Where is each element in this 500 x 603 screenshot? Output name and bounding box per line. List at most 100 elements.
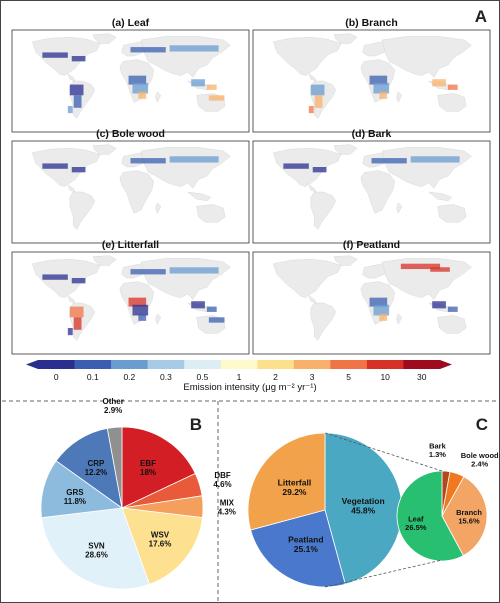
pie-slice (40, 460, 124, 519)
pie-slice-name: GRS (66, 488, 84, 497)
emission-hotspot (132, 82, 149, 94)
map-title: (b) Branch (345, 17, 398, 29)
emission-hotspot (312, 167, 327, 173)
colorbar-tick-label: 0.3 (160, 372, 172, 382)
emission-hotspot (138, 91, 147, 99)
colorbar-segment (293, 360, 331, 369)
colorbar-tick-label: 0.5 (197, 372, 209, 382)
map-panel: (d) Bark (252, 128, 491, 244)
map-grid: (a) Leaf (b) Branch (c) Bole wood (d) Bark (… (11, 17, 491, 355)
map-panel: (c) Bole wood (11, 128, 250, 244)
colorbar-segment (38, 360, 75, 369)
pie-slice-name: WSV (151, 530, 170, 539)
emission-hotspot (169, 156, 219, 163)
pie-slice-name: Other (102, 397, 123, 406)
emission-hotspot (371, 158, 407, 164)
emission-hotspot (71, 278, 86, 284)
pie-slice-name: Bark (429, 441, 447, 450)
map-title: (c) Bole wood (96, 128, 165, 140)
emission-hotspot (130, 158, 166, 164)
pie-slice-value: 2.4% (471, 459, 488, 468)
colorbar-segment (403, 360, 441, 369)
connector-line-top (324, 432, 443, 472)
pie-slice (396, 470, 464, 562)
colorbar-segment (330, 360, 368, 369)
pie-slice-value: 1.3% (429, 450, 446, 459)
colorbar-segment (257, 360, 295, 369)
pie-slice-value: 11.8% (64, 497, 86, 506)
colorbar-segment (74, 360, 112, 369)
emission-hotspot (71, 167, 86, 173)
pie-slice-name: CRP (88, 459, 106, 468)
emission-hotspot (447, 84, 458, 90)
pie-slice (106, 426, 123, 509)
emission-hotspot (73, 317, 82, 330)
emission-hotspot (42, 274, 68, 280)
panel-label-b: B (190, 415, 202, 434)
pie-slice-name: MIX (220, 498, 235, 507)
emission-hotspot (373, 304, 390, 316)
pie-slice-value: 28.6% (85, 550, 108, 559)
map-panel: (e) Litterfall (11, 239, 250, 355)
emission-hotspot (42, 163, 68, 169)
colorbar-segment (111, 360, 148, 369)
emission-hotspot (191, 301, 205, 309)
map-panel: (b) Branch (252, 17, 491, 133)
pie-slice (121, 426, 196, 509)
pie-slice-name: Leaf (408, 515, 424, 524)
emission-hotspot (410, 156, 460, 163)
pie-slice-value: 45.8% (351, 505, 376, 515)
pie-slice-value: 26.5% (405, 523, 427, 532)
pie-slice (250, 509, 346, 588)
pie-slice-value: 4.3% (218, 507, 236, 516)
colorbar-tick-label: 3 (310, 372, 315, 382)
map-title: (a) Leaf (112, 17, 150, 29)
pie-slice-name: EBF (140, 459, 156, 468)
emission-hotspot (128, 297, 147, 307)
pie-slice-name: DBF (214, 471, 231, 480)
emission-hotspot (67, 106, 73, 114)
colorbar-tick-label: 2 (273, 372, 278, 382)
map-panel: (a) Leaf (11, 17, 250, 133)
pie-slice-name: Bole wood (461, 451, 499, 460)
pie-slice (247, 432, 326, 531)
emission-hotspot (432, 301, 446, 309)
pie-slice-value: 18% (140, 468, 156, 477)
pie-slice (441, 476, 488, 557)
pie-slice (121, 507, 203, 585)
emission-hotspot (283, 163, 309, 169)
emission-hotspot (138, 313, 147, 321)
emission-hotspot (430, 267, 450, 272)
emission-hotspot (169, 267, 219, 274)
emission-hotspot (373, 82, 390, 94)
pie-slice-name: Peatland (288, 534, 323, 544)
emission-hotspot (208, 95, 225, 101)
colorbar-tick-label: 0.2 (123, 372, 135, 382)
colorbar-tick-label: 10 (380, 372, 390, 382)
emission-hotspot (310, 84, 325, 96)
emission-hotspot (67, 328, 73, 336)
emission-hotspot (432, 79, 446, 87)
emission-hotspot (69, 306, 84, 318)
pie-slice-value: 4.6% (213, 480, 231, 489)
colorbar-segment (184, 360, 222, 369)
colorbar-label: Emission intensity (μg m⁻² yr⁻¹) (183, 382, 316, 393)
pie-slice-value: 29.2% (282, 487, 307, 497)
emission-hotspot (132, 304, 149, 316)
pie-slice (55, 427, 123, 509)
colorbar-tick-label: 30 (417, 372, 427, 382)
emission-hotspot (314, 95, 323, 108)
emission-hotspot (369, 297, 388, 307)
pie-slice-value: 15.6% (458, 517, 480, 526)
emission-hotspot (400, 263, 441, 270)
emission-hotspot (73, 95, 82, 108)
connector-line-bottom (324, 559, 443, 588)
pie-slice-name: Branch (456, 508, 482, 517)
colorbar-tick-label: 0 (54, 372, 59, 382)
pie-slice-value: 17.6% (149, 539, 172, 548)
